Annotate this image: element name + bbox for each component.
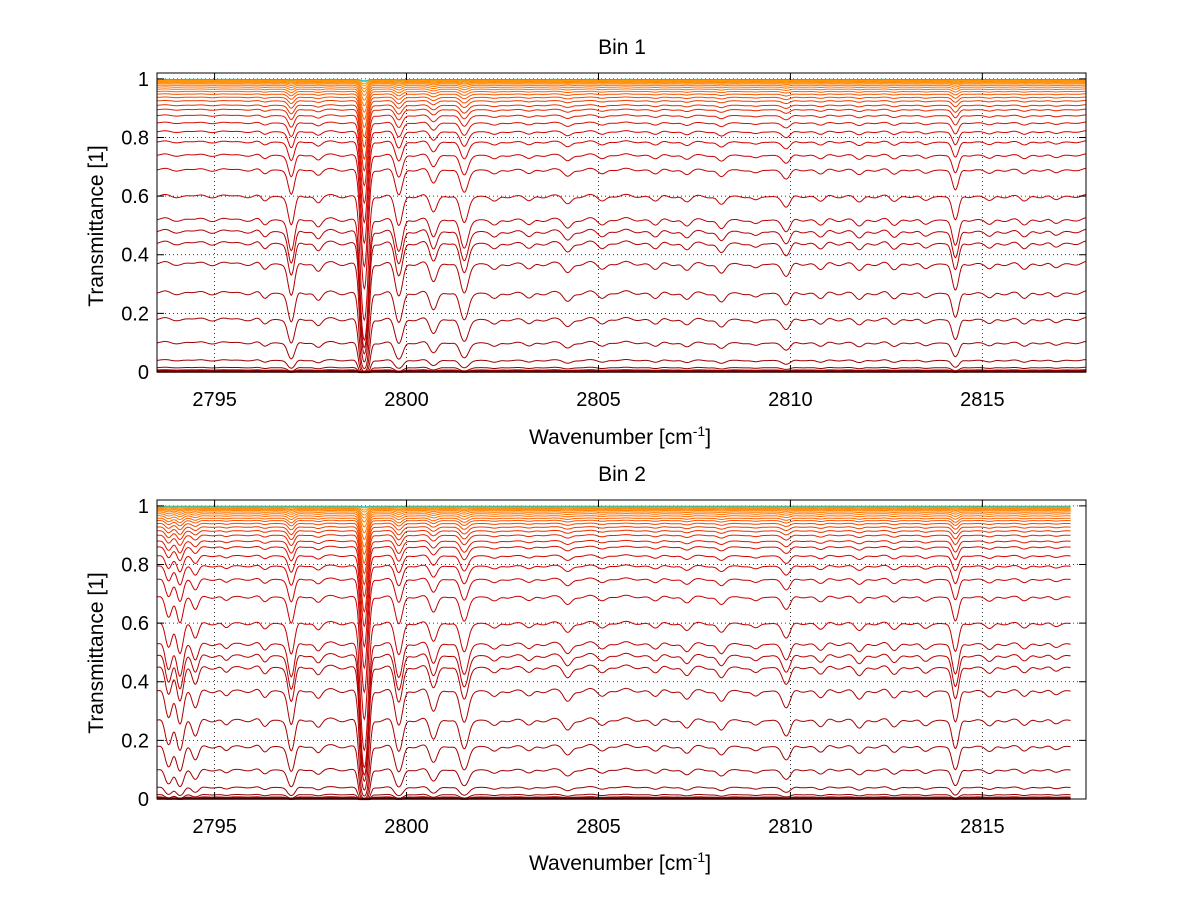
spectrum-series [157, 505, 1071, 508]
spectrum-series [156, 534, 1071, 598]
spectrum-series [156, 240, 1087, 355]
x-axis-label: Wavenumber [cm-1] [529, 849, 711, 875]
panel-title: Bin 1 [598, 36, 646, 59]
spectrum-series [157, 90, 1087, 121]
plot-area: 2795 2800 2805 2810 2815 0 0.2 0.4 0.6 0.8 1 [121, 496, 1087, 838]
spectrum-series [156, 577, 1071, 694]
spectrum-series [156, 620, 1071, 752]
spectrum-series [156, 359, 1087, 373]
spectrum-series [156, 193, 1087, 322]
spectrum-series [156, 519, 1071, 556]
y-tick-label: 0.6 [121, 613, 149, 635]
spectrum-series [156, 786, 1071, 800]
spectrum-series [157, 513, 1071, 534]
x-tick-label: 2805 [576, 389, 621, 411]
x-axis-label: Wavenumber [cm-1] [529, 423, 711, 449]
x-tick-label: 2815 [960, 816, 1005, 838]
spectrum-series [156, 228, 1087, 349]
x-tick-label: 2815 [960, 389, 1005, 411]
spectrum-series [157, 508, 1071, 519]
x-tick-label: 2795 [192, 389, 237, 411]
spectrum-series [157, 510, 1071, 523]
spectrum-series [157, 104, 1086, 161]
spectrum-series [157, 366, 1087, 373]
spectrum-series [156, 78, 1086, 82]
spectrum-series [157, 522, 1071, 564]
spectrum-series [157, 554, 1071, 649]
y-axis-label: Transmittance [1] [85, 145, 108, 306]
y-tick-label: 0.4 [121, 245, 149, 267]
spectrum-series [156, 340, 1087, 373]
spectrum-series [156, 743, 1071, 799]
spectrum-series [156, 316, 1087, 372]
spectrum-series [156, 369, 1086, 374]
spectrum-series [156, 767, 1071, 800]
spectrum-series [156, 796, 1071, 801]
spectrum-series [157, 81, 1086, 90]
y-tick-label: 0.2 [121, 303, 149, 325]
y-tick-label: 0 [138, 789, 149, 811]
spectrum-series [156, 167, 1087, 291]
spectrum-series [157, 539, 1071, 614]
x-tick-label: 2805 [576, 816, 621, 838]
spectrum-series [156, 83, 1086, 96]
panel-title: Bin 2 [598, 463, 646, 486]
spectrum-series [157, 88, 1086, 113]
y-tick-label: 0 [138, 362, 149, 384]
spectrum-series [156, 153, 1087, 268]
spectrum-series [156, 641, 1071, 769]
spectrum-series [157, 108, 1086, 172]
spectrum-series [157, 121, 1086, 205]
spectrum-series [157, 80, 1086, 87]
plot-area: 2795 2800 2805 2810 2815 0 0.2 0.4 0.6 0.8 1 [121, 69, 1087, 411]
panel-bin-1: Bin 1 2795 2800 2805 2810 2815 0 0.2 0.4 0.6 0.8 1… [85, 36, 1087, 449]
y-tick-label: 0.8 [121, 127, 149, 149]
spectrum-series [157, 511, 1071, 528]
spectrum-series [156, 515, 1071, 541]
axes-frame [156, 499, 1087, 800]
y-tick-label: 0.6 [121, 186, 149, 208]
y-tick-label: 0.4 [121, 672, 149, 694]
spectrum-series [157, 507, 1071, 516]
spectrum-series [157, 93, 1086, 129]
axes-frame [156, 72, 1087, 373]
spectrum-series [157, 99, 1087, 148]
spectrum-series [156, 140, 1087, 245]
spectrum-series [157, 545, 1071, 628]
spectrum-series [156, 594, 1071, 721]
spectrum-series [156, 290, 1087, 370]
spectrum-series [156, 652, 1071, 776]
spectrum-series [156, 564, 1071, 670]
x-tick-label: 2800 [384, 389, 429, 411]
y-tick-label: 0.2 [121, 730, 149, 752]
spectrum-series [157, 517, 1071, 548]
spectrum-series [157, 86, 1086, 107]
x-tick-label: 2800 [384, 816, 429, 838]
spectrum-series [157, 526, 1071, 575]
y-tick-label: 1 [138, 496, 149, 518]
spectrum-series [156, 717, 1071, 797]
spectrum-series [157, 84, 1086, 101]
y-axis-label: Transmittance [1] [85, 572, 108, 733]
plot-background [157, 500, 1086, 799]
x-tick-label: 2795 [192, 816, 237, 838]
spectrum-series [157, 507, 1071, 513]
panel-bin-2: Bin 2 2795 2800 2805 2810 2815 0 0.2 0.4 0.6 0.8 1… [85, 463, 1087, 875]
x-tick-label: 2810 [768, 816, 813, 838]
spectrum-series [156, 114, 1086, 187]
spectrum-series [156, 664, 1071, 783]
y-tick-label: 0.8 [121, 554, 149, 576]
x-tick-label: 2810 [768, 389, 813, 411]
spectrum-series [156, 217, 1087, 342]
spectrum-series [157, 130, 1087, 224]
spectrum-series [156, 687, 1071, 791]
spectrum-series [156, 793, 1071, 800]
spectrum-series [156, 260, 1087, 363]
spectrum-series [157, 529, 1071, 586]
spectrum-series [157, 82, 1086, 93]
spectrum-series [156, 96, 1086, 138]
y-tick-label: 1 [138, 69, 149, 91]
